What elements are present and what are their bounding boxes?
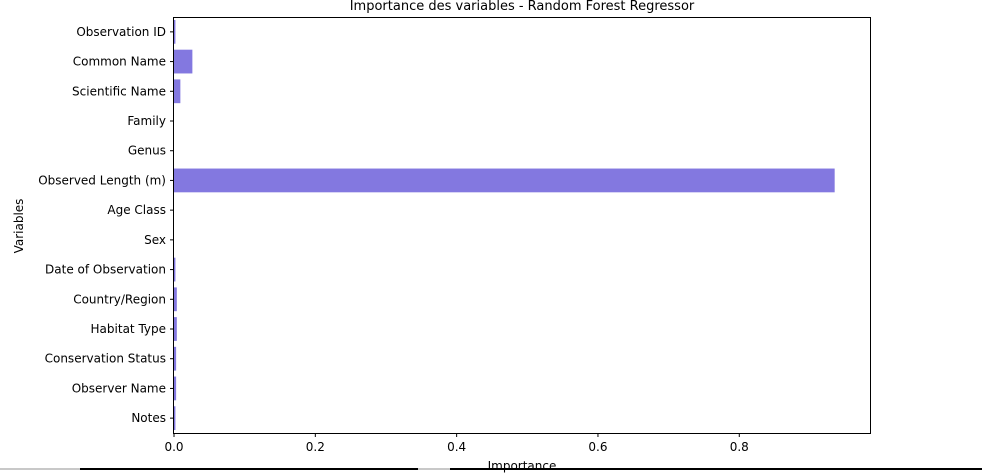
- y-tick-label: Family: [127, 114, 166, 128]
- y-tick-label: Date of Observation: [45, 263, 166, 277]
- x-tick-label: 0.6: [588, 440, 607, 454]
- y-tick-label: Habitat Type: [91, 322, 166, 336]
- y-tick-label: Observed Length (m): [38, 173, 166, 187]
- y-tick-label: Observation ID: [76, 25, 166, 39]
- y-tick-label: Notes: [131, 411, 166, 425]
- bar: [174, 168, 835, 193]
- x-tick-label: 0.0: [164, 440, 183, 454]
- strip-segment: [418, 468, 450, 470]
- bar: [174, 376, 177, 401]
- y-tick-label: Conservation Status: [45, 352, 166, 366]
- bar: [174, 79, 181, 104]
- strip-segment: [0, 468, 80, 470]
- bar: [174, 49, 193, 74]
- plot-area-frame: [173, 17, 871, 434]
- y-tick-label: Country/Region: [73, 292, 166, 306]
- y-tick-label: Scientific Name: [72, 84, 166, 98]
- x-tick-label: 0.8: [730, 440, 749, 454]
- bar: [174, 257, 176, 282]
- bottom-edge-strip: [0, 468, 982, 473]
- strip-segment: [80, 468, 418, 470]
- strip-segment: [450, 468, 982, 470]
- y-tick-label: Age Class: [107, 203, 166, 217]
- bar: [174, 406, 176, 431]
- y-tick-label: Common Name: [73, 55, 166, 69]
- y-tick-label: Genus: [128, 144, 166, 158]
- x-tick-label: 0.4: [447, 440, 466, 454]
- y-axis-title: Variables: [12, 199, 26, 254]
- y-tick-label: Observer Name: [72, 381, 166, 395]
- bar: [174, 287, 177, 312]
- x-axis-ticks: 0.0 0.2 0.4 0.6 0.8: [164, 433, 749, 454]
- bar: [174, 317, 177, 341]
- y-axis-ticks: Observation ID Common Name Scientific Name…: [38, 25, 174, 425]
- bar: [174, 19, 176, 44]
- chart-title: Importance des variables - Random Forest…: [350, 0, 695, 14]
- x-tick-label: 0.2: [306, 440, 325, 454]
- bars-group: [174, 19, 835, 431]
- y-tick-label: Sex: [144, 233, 166, 247]
- bar: [174, 346, 177, 371]
